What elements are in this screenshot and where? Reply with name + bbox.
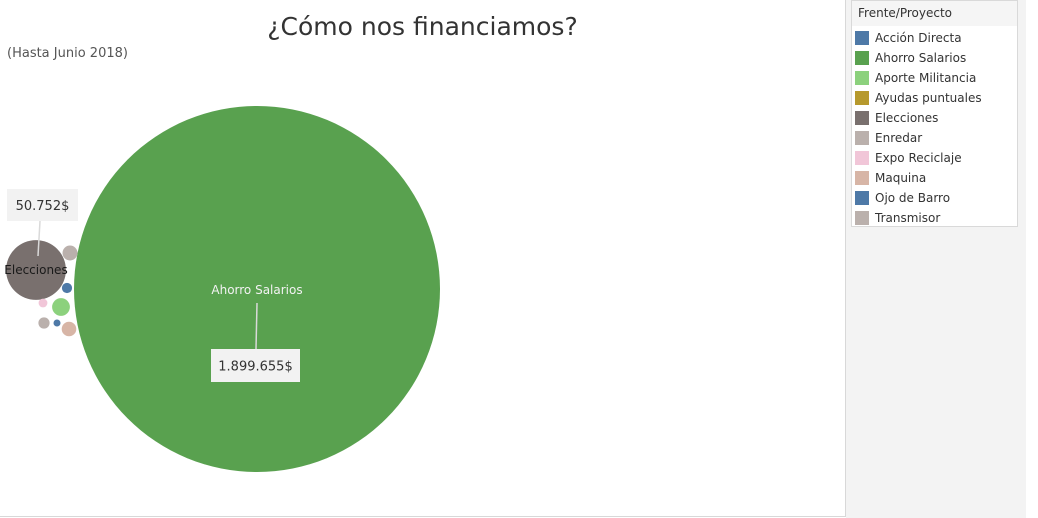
- legend-list: Acción Directa Ahorro Salarios Aporte Mili…: [852, 26, 1017, 228]
- bubble-maquina[interactable]: [61, 321, 77, 337]
- legend-swatch: [855, 211, 869, 225]
- legend-label: Elecciones: [875, 111, 939, 125]
- legend-swatch: [855, 51, 869, 65]
- legend-item[interactable]: Aporte Militancia: [852, 68, 1017, 88]
- legend-label: Expo Reciclaje: [875, 151, 962, 165]
- value-label-leader: [37, 220, 41, 257]
- value-label: 1.899.655$: [218, 360, 292, 375]
- legend-swatch: [855, 171, 869, 185]
- bubble-ahorro-salarios[interactable]: [74, 106, 440, 472]
- legend-swatch: [855, 131, 869, 145]
- legend-swatch: [855, 111, 869, 125]
- legend-label: Aporte Militancia: [875, 71, 977, 85]
- legend-swatch: [855, 91, 869, 105]
- legend-item[interactable]: Acción Directa: [852, 28, 1017, 48]
- value-label: 50.752$: [16, 199, 70, 214]
- bubble-chart: Ahorro Salarios 1.899.655$ Elecciones 50.75…: [4, 106, 440, 472]
- legend-item[interactable]: Ahorro Salarios: [852, 48, 1017, 68]
- legend-label: Ayudas puntuales: [875, 91, 982, 105]
- value-label-box: [211, 349, 300, 382]
- bubble-transmisor[interactable]: [62, 245, 78, 261]
- chart-subtitle: (Hasta Junio 2018): [7, 46, 128, 61]
- legend-item[interactable]: Enredar: [852, 128, 1017, 148]
- legend-item[interactable]: Ojo de Barro: [852, 188, 1017, 208]
- legend-swatch: [855, 31, 869, 45]
- legend-item[interactable]: Elecciones: [852, 108, 1017, 128]
- legend-label: Ojo de Barro: [875, 191, 951, 205]
- legend-label: Enredar: [875, 131, 923, 145]
- bubble-enredar[interactable]: [38, 317, 50, 329]
- legend-title: Frente/Proyecto: [852, 1, 1017, 26]
- value-label-leader: [255, 302, 258, 350]
- legend: Frente/Proyecto Acción Directa Ahorro Sal…: [851, 0, 1018, 227]
- viz-area: ¿Cómo nos financiamos? (Hasta Junio 2018…: [0, 0, 846, 517]
- legend-item[interactable]: Expo Reciclaje: [852, 148, 1017, 168]
- legend-swatch: [855, 151, 869, 165]
- bubble-acci-n-directa[interactable]: [61, 282, 73, 294]
- legend-label: Transmisor: [875, 211, 941, 225]
- legend-item[interactable]: Maquina: [852, 168, 1017, 188]
- value-label-box: [7, 189, 78, 221]
- bubble-expo-reciclaje[interactable]: [38, 298, 48, 308]
- bubble-aporte-militancia[interactable]: [52, 298, 70, 316]
- legend-swatch: [855, 71, 869, 85]
- bubble-ojo-de-barro[interactable]: [53, 319, 61, 327]
- legend-label: Ahorro Salarios: [875, 51, 967, 65]
- chart-title: ¿Cómo nos financiamos?: [267, 12, 578, 41]
- legend-label: Acción Directa: [875, 31, 962, 45]
- bubble-name-label: Ahorro Salarios: [211, 283, 302, 297]
- legend-item[interactable]: Ayudas puntuales: [852, 88, 1017, 108]
- bubble-name-label: Elecciones: [4, 263, 67, 277]
- legend-swatch: [855, 191, 869, 205]
- legend-item[interactable]: Transmisor: [852, 208, 1017, 228]
- legend-label: Maquina: [875, 171, 927, 185]
- bubble-elecciones[interactable]: [6, 240, 66, 300]
